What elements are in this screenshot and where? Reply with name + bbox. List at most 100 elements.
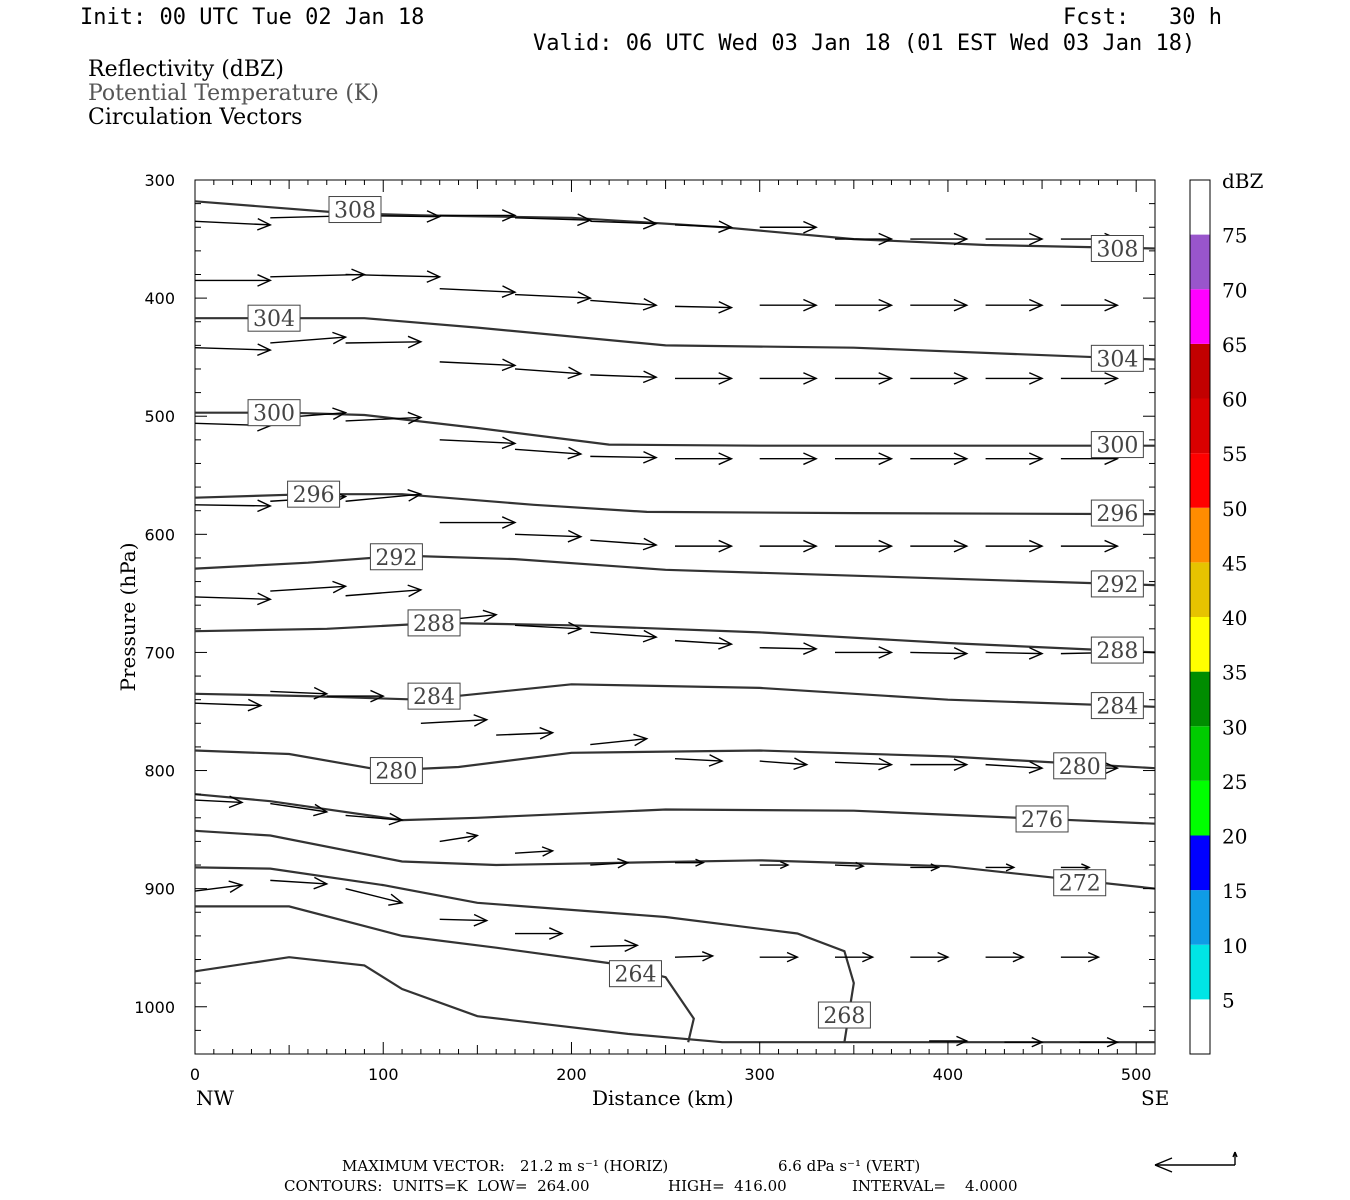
svg-text:304: 304 — [253, 307, 295, 332]
isentrope-label-300: 300 — [247, 399, 301, 427]
circulation-vector — [590, 370, 658, 384]
circulation-vector — [759, 220, 818, 234]
circulation-vector — [674, 220, 734, 234]
circulation-vector — [910, 758, 969, 771]
circulation-vector — [910, 951, 950, 963]
isentrope-label-296: 296 — [1090, 499, 1144, 527]
isentrope-label-308: 308 — [1090, 235, 1144, 263]
circulation-vector — [834, 861, 865, 870]
circulation-vector — [514, 846, 555, 857]
colorbar-swatch — [1190, 780, 1210, 836]
svg-text:300: 300 — [1096, 434, 1138, 459]
colorbar-label: 70 — [1222, 278, 1247, 302]
x-tick-label: 200 — [556, 1065, 587, 1084]
colorbar-label: 10 — [1222, 934, 1247, 958]
circulation-vector — [674, 637, 734, 650]
circulation-vector — [759, 951, 800, 963]
svg-text:308: 308 — [1096, 238, 1138, 263]
circulation-vector — [985, 452, 1044, 466]
circulation-vector — [910, 298, 969, 312]
circulation-vector — [674, 951, 715, 962]
circulation-vector — [195, 274, 273, 287]
y-tick-label: 800 — [144, 762, 175, 781]
isentrope-label-292: 292 — [369, 543, 423, 571]
svg-text:280: 280 — [375, 760, 417, 785]
circulation-vector — [759, 860, 790, 870]
circulation-vector — [194, 592, 273, 606]
circulation-vector — [759, 452, 818, 466]
contour-interval: INTERVAL= 4.0000 — [852, 1177, 1018, 1195]
circulation-vector — [675, 539, 734, 553]
y-tick-label: 400 — [144, 289, 175, 308]
isentrope-unlabeled-12 — [194, 956, 1155, 1044]
svg-text:288: 288 — [413, 612, 455, 637]
circulation-vector — [910, 539, 969, 553]
circulation-vector — [835, 646, 894, 659]
circulation-vector — [270, 686, 329, 700]
svg-text:288: 288 — [1096, 639, 1138, 664]
circulation-vector — [674, 300, 734, 314]
isentrope-label-268: 268 — [817, 1001, 871, 1029]
isentrope-label-288: 288 — [407, 609, 461, 637]
field-circulation-vectors-label: Circulation Vectors — [88, 105, 303, 130]
colorbar-swatch — [1190, 453, 1210, 508]
isentrope-292 — [194, 554, 1156, 587]
isentrope-label-300: 300 — [1090, 431, 1144, 459]
circulation-vector — [496, 726, 555, 740]
colorbar-swatch — [1190, 671, 1210, 727]
circulation-vector — [345, 887, 404, 906]
vector-layer — [194, 209, 1120, 1048]
colorbar-label: 55 — [1222, 442, 1247, 466]
circulation-vector — [985, 863, 1016, 872]
isentrope-label-292: 292 — [1090, 570, 1144, 598]
isentrope-280 — [194, 749, 1156, 772]
colorbar-label: 75 — [1222, 224, 1247, 248]
colorbar-swatch — [1190, 890, 1210, 945]
circulation-vector — [345, 584, 423, 598]
isentrope-label-304: 304 — [247, 304, 301, 332]
colorbar-label: 15 — [1222, 879, 1247, 903]
x-tick-label: 100 — [368, 1065, 399, 1084]
circulation-vector — [985, 951, 1025, 963]
isentrope-label-276: 276 — [1015, 805, 1069, 833]
circulation-vector — [514, 291, 593, 304]
circulation-vector — [759, 539, 818, 553]
colorbar-swatch — [1190, 562, 1210, 617]
y-tick-label: 500 — [144, 407, 175, 426]
circulation-vector — [929, 1035, 969, 1047]
x-axis-start-label: NW — [196, 1086, 235, 1110]
colorbar-swatch — [1190, 234, 1210, 290]
circulation-vector — [194, 499, 273, 513]
circulation-vector — [759, 372, 818, 385]
circulation-vector — [590, 858, 630, 869]
init-time: Init: 00 UTC Tue 02 Jan 18 — [80, 5, 425, 30]
circulation-vector — [326, 689, 385, 703]
circulation-vector — [1060, 372, 1120, 385]
isentrope-label-304: 304 — [1090, 344, 1144, 372]
circulation-vector — [835, 232, 894, 246]
circulation-vector — [439, 913, 489, 927]
isentrope-label-308: 308 — [328, 196, 382, 224]
svg-text:280: 280 — [1059, 755, 1101, 780]
circulation-vector — [759, 298, 818, 312]
svg-text:284: 284 — [1096, 695, 1138, 720]
isentrope-label-280: 280 — [1053, 752, 1107, 780]
circulation-vector — [590, 537, 658, 551]
circulation-vector — [590, 450, 658, 464]
colorbar-label: 35 — [1222, 661, 1247, 685]
max-vector-label: MAXIMUM VECTOR: — [342, 1157, 505, 1175]
circulation-vector — [194, 698, 263, 712]
plot-frame — [194, 179, 1156, 1055]
isentrope-label-284: 284 — [407, 682, 461, 710]
colorbar-swatch — [1190, 343, 1210, 399]
x-tick-label: 0 — [190, 1065, 200, 1084]
circulation-vector — [515, 927, 564, 940]
circulation-vector — [834, 757, 894, 771]
circulation-vector — [910, 372, 969, 385]
colorbar-swatch — [1190, 398, 1210, 454]
circulation-vector — [270, 802, 329, 817]
circulation-vector — [439, 831, 480, 843]
circulation-vector — [835, 372, 894, 385]
colorbar-label: 65 — [1222, 333, 1247, 357]
isentrope-label-272: 272 — [1053, 869, 1107, 897]
